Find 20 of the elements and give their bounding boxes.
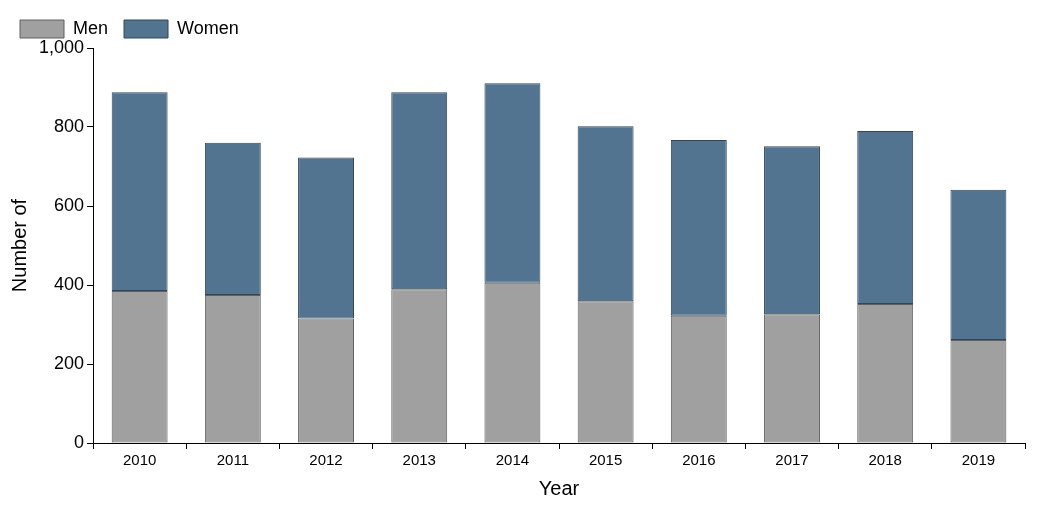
y-tick-label: 600 (54, 194, 85, 215)
x-tick-label: 2019 (961, 451, 996, 469)
x-tick-label: 2013 (402, 451, 436, 469)
y-tick-label: 0 (74, 431, 85, 452)
x-tick-label: 2011 (216, 451, 249, 469)
x-tick-label: 2010 (122, 451, 157, 469)
x-tick-label: 2017 (775, 451, 809, 469)
y-tick-label: 200 (54, 352, 85, 373)
y-tick-label: 1,000 (39, 36, 85, 57)
x-tick-label: 2016 (682, 451, 716, 469)
x-tick-label: 2015 (588, 451, 623, 469)
y-tick-label: 400 (54, 273, 85, 294)
y-tick-label: 800 (54, 115, 85, 136)
x-tick-label: 2012 (309, 451, 343, 469)
x-tick-label: 2018 (868, 451, 902, 469)
y-axis-title: Number of (7, 198, 30, 293)
x-axis-title: Year (538, 476, 580, 499)
legend-label: Men (73, 17, 109, 38)
legend-label: Women (177, 17, 239, 38)
x-tick-label: 2014 (495, 451, 530, 469)
